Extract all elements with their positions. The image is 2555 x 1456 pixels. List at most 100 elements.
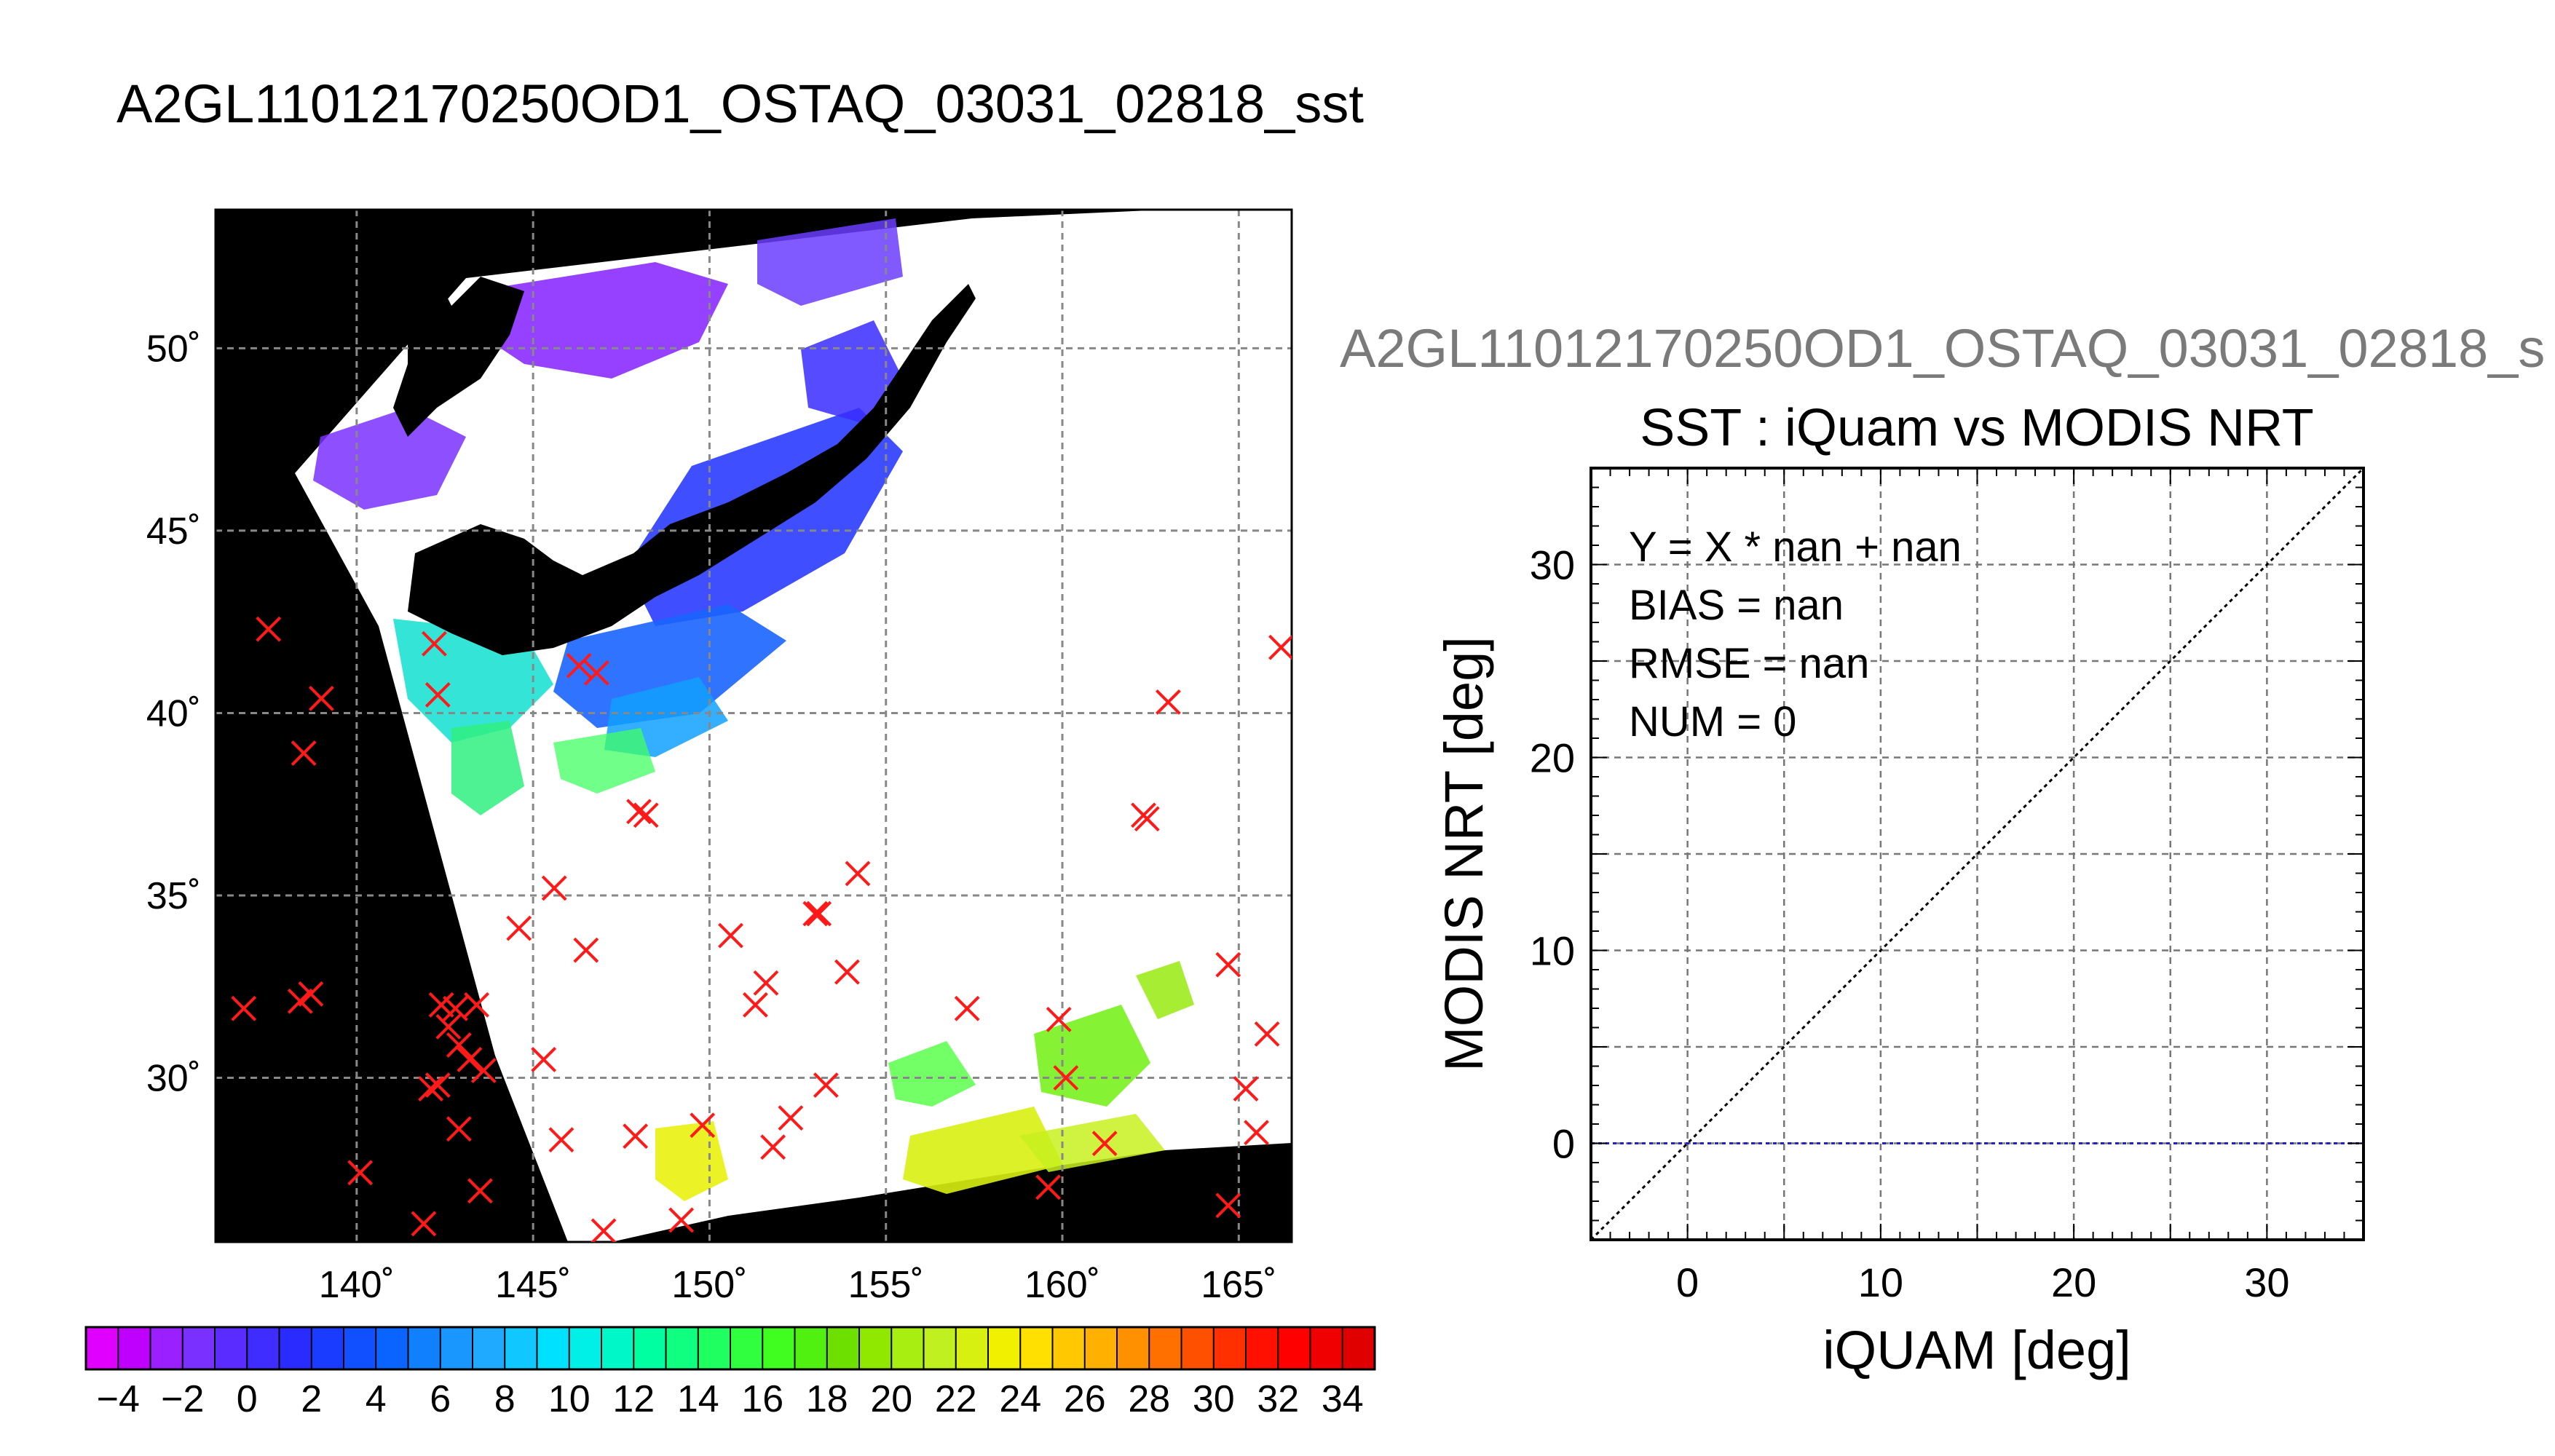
colorbar-cell xyxy=(1342,1327,1375,1369)
insitu-marker xyxy=(298,981,324,1007)
colorbar-tick-label: 10 xyxy=(548,1378,591,1420)
colorbar-cell xyxy=(182,1327,216,1369)
colorbar-tick-label: 6 xyxy=(430,1378,451,1420)
colorbar-tick-label: 8 xyxy=(494,1378,516,1420)
insitu-marker xyxy=(845,860,871,887)
colorbar-tick-label: 34 xyxy=(1322,1378,1364,1420)
insitu-marker xyxy=(1131,802,1156,828)
colorbar-cell xyxy=(988,1327,1021,1369)
insitu-marker xyxy=(506,915,532,941)
insitu-marker xyxy=(753,970,779,996)
scatter-x-tick-label: 20 xyxy=(2051,1259,2096,1305)
colorbar-cell xyxy=(826,1327,860,1369)
insitu-marker xyxy=(633,802,659,828)
colorbar-tick-label: 18 xyxy=(806,1378,848,1420)
colorbar-cell xyxy=(279,1327,312,1369)
insitu-marker xyxy=(591,1218,617,1242)
insitu-marker xyxy=(1046,1006,1072,1032)
colorbar-cell xyxy=(859,1327,892,1369)
insitu-marker xyxy=(802,901,829,927)
insitu-marker xyxy=(1091,1131,1118,1157)
insitu-markers xyxy=(231,616,1292,1242)
sakhalin-land xyxy=(408,277,451,335)
scatter-y-tick-label: 0 xyxy=(1552,1121,1575,1167)
insitu-marker xyxy=(446,1032,472,1058)
colorbar-cell xyxy=(1246,1327,1279,1369)
colorbar-tick-label: 32 xyxy=(1257,1378,1299,1420)
map-longitude-labels: 140˚ 145˚ 150˚ 155˚ 160˚ 165˚ xyxy=(319,1264,1277,1306)
insitu-marker xyxy=(1215,951,1241,978)
scatter-x-tick-label: 10 xyxy=(1858,1259,1903,1305)
scatter-y-tick-label: 30 xyxy=(1530,542,1575,588)
insitu-marker xyxy=(443,995,468,1021)
colorbar-cell xyxy=(440,1327,473,1369)
map-lon-tick-label: 145˚ xyxy=(495,1264,571,1306)
insitu-marker xyxy=(422,630,447,657)
colorbar-cell xyxy=(86,1327,119,1369)
map-lat-tick-label: 40˚ xyxy=(146,692,201,735)
satellite-swath xyxy=(295,210,1292,1242)
scatter-y-tick-label: 20 xyxy=(1530,735,1575,781)
map-lon-tick-label: 165˚ xyxy=(1201,1264,1276,1306)
insitu-marker xyxy=(548,1127,574,1153)
insitu-marker xyxy=(690,1112,716,1139)
insitu-marker xyxy=(541,875,567,901)
scatter-subtitle: A2GL11012170250OD1_OSTAQ_03031_02818_s xyxy=(1340,318,2546,379)
colorbar-tick-label: 20 xyxy=(870,1378,912,1420)
scatter-y-tick-label: 10 xyxy=(1530,928,1575,974)
scatter-x-tick-label: 0 xyxy=(1676,1259,1699,1305)
insitu-marker xyxy=(424,681,451,708)
insitu-marker xyxy=(668,1207,695,1233)
insitu-marker xyxy=(1268,634,1292,660)
colorbar-tick-label: 14 xyxy=(677,1378,719,1420)
map-gridlines xyxy=(216,210,1292,1242)
map-lat-tick-label: 30˚ xyxy=(146,1058,201,1100)
colorbar-cell xyxy=(537,1327,570,1369)
colorbar-tick-label: 28 xyxy=(1128,1378,1170,1420)
scatter-y-axis-label: MODIS NRT [deg] xyxy=(1434,636,1494,1072)
insitu-marker xyxy=(834,959,860,985)
insitu-marker xyxy=(457,1047,483,1072)
insitu-marker xyxy=(1155,689,1181,715)
insitu-marker xyxy=(446,1116,472,1142)
insitu-marker xyxy=(778,1105,804,1131)
insitu-marker xyxy=(470,1058,497,1083)
scatter-x-axis-label: iQUAM [deg] xyxy=(1823,1320,2131,1380)
colorbar-cell xyxy=(150,1327,183,1369)
colorbar-cell xyxy=(1310,1327,1343,1369)
map-lat-tick-label: 35˚ xyxy=(146,875,201,917)
colorbar-tick-label: 26 xyxy=(1064,1378,1106,1420)
scatter-y-tick-labels: 0 10 20 30 xyxy=(1530,542,1575,1167)
insitu-marker xyxy=(806,901,832,927)
insitu-marker xyxy=(813,1072,839,1098)
map-frame xyxy=(214,208,1293,1243)
insitu-marker xyxy=(424,1072,451,1098)
colorbar-cell xyxy=(633,1327,666,1369)
insitu-marker xyxy=(231,995,257,1021)
insitu-marker xyxy=(718,922,743,949)
scatter-title: SST : iQuam vs MODIS NRT xyxy=(1640,399,2314,457)
insitu-marker xyxy=(435,1013,462,1040)
colorbar-tick-label: 2 xyxy=(301,1378,322,1420)
map-lon-tick-label: 160˚ xyxy=(1024,1264,1100,1306)
colorbar-cell xyxy=(1084,1327,1118,1369)
colorbar-cell xyxy=(794,1327,828,1369)
colorbar-cell xyxy=(730,1327,763,1369)
colorbar-tick-label: −2 xyxy=(161,1378,204,1420)
insitu-marker xyxy=(531,1047,557,1072)
colorbar-tick-label: 22 xyxy=(935,1378,977,1420)
colorbar-cell xyxy=(569,1327,602,1369)
colorbar-cell xyxy=(923,1327,957,1369)
colorbar-cell xyxy=(891,1327,924,1369)
colorbar-cell xyxy=(1278,1327,1311,1369)
colorbar-tick-label: 4 xyxy=(366,1378,387,1420)
colorbar-cell xyxy=(473,1327,505,1369)
map-lon-tick-label: 150˚ xyxy=(671,1264,747,1306)
colorbar-cell xyxy=(601,1327,634,1369)
insitu-marker xyxy=(743,992,768,1018)
colorbar-cell xyxy=(344,1327,376,1369)
scatter-x-tick-label: 30 xyxy=(2244,1259,2289,1305)
colorbar-cell xyxy=(215,1327,248,1369)
colorbar-tick-label: 24 xyxy=(999,1378,1041,1420)
